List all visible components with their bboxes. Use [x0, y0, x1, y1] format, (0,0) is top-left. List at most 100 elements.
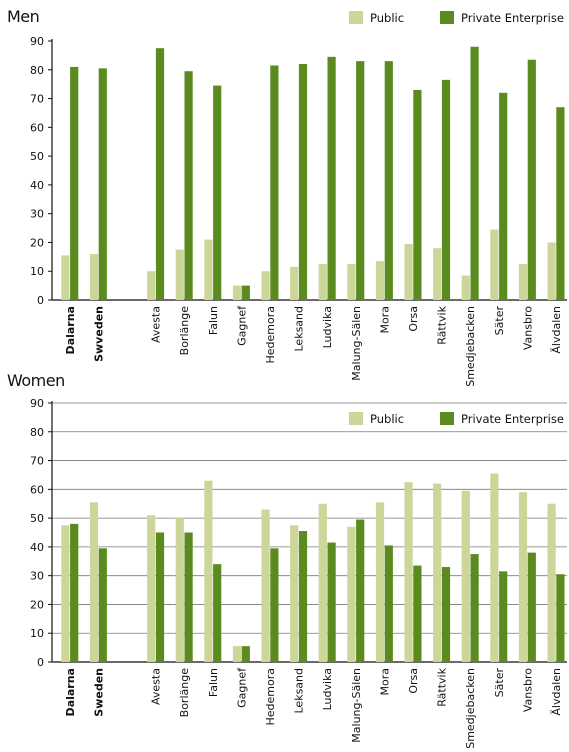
men-bar-public	[547, 242, 556, 300]
men-bar-public	[461, 275, 470, 300]
men-bar-public	[518, 264, 528, 300]
women-bar-public	[318, 503, 327, 662]
men-category-label: Älvdalen	[550, 306, 563, 354]
women-bar-public	[261, 509, 270, 662]
women-category-label: Säter	[493, 668, 506, 698]
men-legend-label-private: Private Enterprise	[461, 11, 564, 25]
men-category-label: Dalarna	[64, 306, 77, 354]
men-category-label: Orsa	[407, 306, 420, 332]
men-category-label: Gagnef	[235, 305, 248, 346]
men-bar-public	[404, 243, 413, 300]
women-bar-public	[147, 515, 156, 662]
men-bar-private	[384, 61, 393, 301]
men-y-tick-label: 90	[30, 35, 44, 48]
women-bar-private	[327, 542, 336, 662]
men-legend-swatch-public	[349, 11, 363, 24]
women-bar-private	[441, 567, 451, 662]
women-bar-private	[356, 519, 365, 662]
men-bar-private	[499, 92, 508, 300]
men-bar-public	[204, 239, 213, 300]
women-category-label: Avesta	[150, 668, 163, 705]
men-bar-private	[98, 68, 107, 300]
women-bar-private	[213, 564, 222, 662]
women-bar-private	[527, 552, 536, 662]
women-y-tick-label: 10	[30, 627, 44, 640]
men-category-label: Hedemora	[264, 306, 277, 364]
men-category-label: Leksand	[293, 306, 306, 352]
women-bar-private	[384, 545, 393, 662]
men-bar-private	[441, 79, 451, 300]
men-bar-private	[241, 285, 250, 300]
men-category-label: Smedjebacken	[464, 306, 477, 387]
men-bar-public	[175, 249, 184, 300]
women-bar-public	[518, 492, 528, 662]
men-y-tick-label: 80	[30, 64, 44, 77]
men-bar-private	[270, 65, 279, 300]
women-bar-private	[413, 565, 422, 662]
women-chart-title: Women	[7, 371, 65, 390]
women-bar-private	[155, 532, 165, 662]
women-bar-public	[433, 483, 442, 662]
women-category-label: Falun	[207, 668, 220, 697]
men-y-tick-label: 40	[30, 179, 44, 192]
women-category-label: Smedjebacken	[464, 668, 477, 749]
men-bar-private	[213, 85, 222, 300]
women-category-label: Mora	[378, 668, 391, 695]
men-y-tick-label: 10	[30, 265, 44, 278]
women-y-tick-label: 40	[30, 541, 44, 554]
men-bar-private	[184, 71, 193, 300]
men-category-label: Säter	[493, 306, 506, 336]
men-bar-public	[375, 261, 385, 300]
women-y-tick-label: 50	[30, 512, 44, 525]
women-bar-public	[290, 525, 299, 662]
women-bar-private	[241, 646, 250, 662]
men-category-label: Rättvik	[436, 305, 449, 344]
men-y-tick-label: 0	[37, 294, 44, 307]
women-category-label: Sweden	[92, 668, 105, 717]
women-y-tick-label: 60	[30, 483, 44, 496]
women-y-tick-label: 90	[30, 397, 44, 410]
men-bar-private	[527, 59, 536, 301]
women-category-label: Älvdalen	[550, 668, 563, 716]
women-bar-public	[232, 646, 242, 662]
women-bar-public	[490, 473, 499, 662]
men-y-tick-label: 50	[30, 150, 44, 163]
women-bar-private	[470, 554, 479, 662]
women-bar-public	[175, 518, 184, 662]
men-bar-private	[556, 107, 565, 300]
women-bar-public	[547, 503, 556, 662]
men-category-label: Swveden	[92, 306, 105, 362]
women-bar-private	[184, 532, 193, 662]
women-category-label: Ludvika	[321, 668, 334, 710]
women-category-label: Gagnef	[235, 667, 248, 708]
women-bar-public	[461, 490, 470, 662]
men-bar-public	[318, 264, 327, 300]
women-category-label: Hedemora	[264, 668, 277, 726]
men-category-label: Avesta	[150, 306, 163, 343]
women-category-label: Leksand	[293, 668, 306, 714]
women-bar-public	[404, 482, 413, 662]
men-bar-public	[490, 229, 499, 300]
men-legend-label-public: Public	[370, 11, 404, 25]
women-category-label: Rättvik	[436, 667, 449, 706]
women-bar-public	[375, 502, 385, 662]
men-category-label: Falun	[207, 306, 220, 335]
women-bar-private	[270, 548, 279, 662]
women-category-label: Dalarna	[64, 668, 77, 716]
men-legend-swatch-private	[440, 11, 454, 24]
women-legend-label-public: Public	[370, 412, 404, 426]
men-category-label: Vansbro	[521, 306, 534, 350]
women-category-label: Vansbro	[521, 668, 534, 712]
women-legend-label-private: Private Enterprise	[461, 412, 564, 426]
women-y-tick-label: 30	[30, 570, 44, 583]
women-bar-public	[61, 525, 70, 662]
men-bar-public	[61, 255, 70, 300]
men-y-tick-label: 20	[30, 236, 44, 249]
women-legend-swatch-private	[440, 412, 454, 425]
men-category-label: Ludvika	[321, 306, 334, 348]
men-bar-private	[327, 56, 336, 301]
women-bar-public	[89, 502, 99, 662]
men-bar-private	[470, 46, 479, 300]
women-bar-public	[204, 480, 213, 662]
